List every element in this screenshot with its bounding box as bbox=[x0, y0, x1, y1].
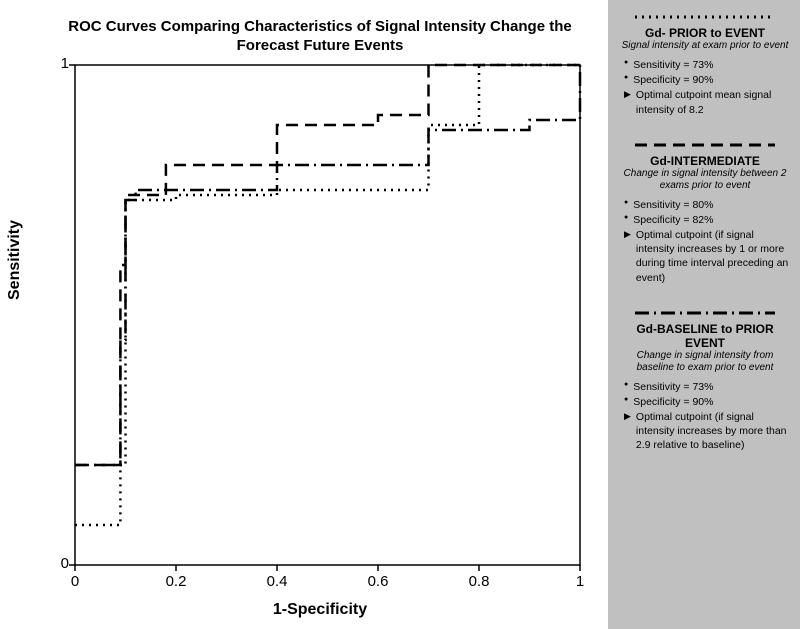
x-tick-label: 0.6 bbox=[363, 573, 393, 590]
legend-linestyle-gd_baseline bbox=[630, 306, 780, 320]
legend-subtitle: Change in signal intensity from baseline… bbox=[618, 350, 792, 374]
legend-detail-row: ● Sensitivity = 73% bbox=[624, 380, 792, 394]
roc-curve-gd_prior bbox=[75, 65, 580, 525]
chart-area: ROC Curves Comparing Characteristics of … bbox=[0, 0, 608, 629]
y-tick-label: 0 bbox=[47, 555, 69, 572]
legend-title: Gd- PRIOR to EVENT bbox=[618, 26, 792, 40]
legend-detail-text: Optimal cutpoint (if signal intensity in… bbox=[636, 228, 792, 285]
bullet-icon: ● bbox=[624, 380, 628, 389]
triangle-icon: ▶ bbox=[624, 410, 631, 422]
legend-detail-row: ● Specificity = 90% bbox=[624, 73, 792, 87]
legend-linestyle-gd_intermediate bbox=[630, 138, 780, 152]
legend-detail-row: ● Sensitivity = 80% bbox=[624, 198, 792, 212]
legend-subtitle: Signal intensity at exam prior to event bbox=[618, 40, 792, 52]
x-tick-label: 0.4 bbox=[262, 573, 292, 590]
y-tick-label: 1 bbox=[47, 55, 69, 72]
legend-details: ● Sensitivity = 73% ● Specificity = 90%▶ Opt… bbox=[618, 58, 792, 117]
legend-detail-text: Optimal cutpoint mean signal intensity o… bbox=[636, 88, 792, 116]
y-axis-label: Sensitivity bbox=[6, 220, 24, 300]
legend-detail-text: Sensitivity = 73% bbox=[633, 58, 713, 72]
roc-plot-svg bbox=[0, 0, 608, 629]
triangle-icon: ▶ bbox=[624, 228, 631, 240]
x-tick-label: 0.2 bbox=[161, 573, 191, 590]
bullet-icon: ● bbox=[624, 213, 628, 222]
x-tick-label: 1 bbox=[565, 573, 595, 590]
legend-details: ● Sensitivity = 73% ● Specificity = 90%▶ Opt… bbox=[618, 380, 792, 453]
legend-block-gd_prior: Gd- PRIOR to EVENTSignal intensity at ex… bbox=[618, 10, 792, 118]
legend-title: Gd-BASELINE to PRIOR EVENT bbox=[618, 322, 792, 350]
legend-detail-text: Specificity = 82% bbox=[633, 213, 713, 227]
x-axis-label: 1-Specificity bbox=[60, 601, 580, 619]
legend-detail-text: Sensitivity = 73% bbox=[633, 380, 713, 394]
legend-detail-row: ▶ Optimal cutpoint mean signal intensity … bbox=[624, 88, 792, 116]
legend-detail-row: ● Specificity = 82% bbox=[624, 213, 792, 227]
legend-detail-row: ▶ Optimal cutpoint (if signal intensity i… bbox=[624, 410, 792, 453]
legend-panel: Gd- PRIOR to EVENTSignal intensity at ex… bbox=[608, 0, 800, 629]
legend-details: ● Sensitivity = 80% ● Specificity = 82%▶ Opt… bbox=[618, 198, 792, 285]
bullet-icon: ● bbox=[624, 73, 628, 82]
bullet-icon: ● bbox=[624, 395, 628, 404]
legend-detail-text: Sensitivity = 80% bbox=[633, 198, 713, 212]
legend-detail-row: ▶ Optimal cutpoint (if signal intensity i… bbox=[624, 228, 792, 285]
legend-detail-text: Specificity = 90% bbox=[633, 73, 713, 87]
legend-linestyle-gd_prior bbox=[630, 10, 780, 24]
legend-subtitle: Change in signal intensity between 2 exa… bbox=[618, 168, 792, 192]
bullet-icon: ● bbox=[624, 58, 628, 67]
x-tick-label: 0 bbox=[60, 573, 90, 590]
legend-detail-row: ● Specificity = 90% bbox=[624, 395, 792, 409]
legend-title: Gd-INTERMEDIATE bbox=[618, 154, 792, 168]
legend-detail-text: Specificity = 90% bbox=[633, 395, 713, 409]
roc-curve-gd_intermediate bbox=[75, 65, 580, 465]
bullet-icon: ● bbox=[624, 198, 628, 207]
triangle-icon: ▶ bbox=[624, 88, 631, 100]
legend-detail-text: Optimal cutpoint (if signal intensity in… bbox=[636, 410, 792, 453]
x-tick-label: 0.8 bbox=[464, 573, 494, 590]
legend-detail-row: ● Sensitivity = 73% bbox=[624, 58, 792, 72]
figure-root: ROC Curves Comparing Characteristics of … bbox=[0, 0, 800, 629]
legend-block-gd_intermediate: Gd-INTERMEDIATEChange in signal intensit… bbox=[618, 138, 792, 286]
legend-block-gd_baseline: Gd-BASELINE to PRIOR EVENTChange in sign… bbox=[618, 306, 792, 454]
